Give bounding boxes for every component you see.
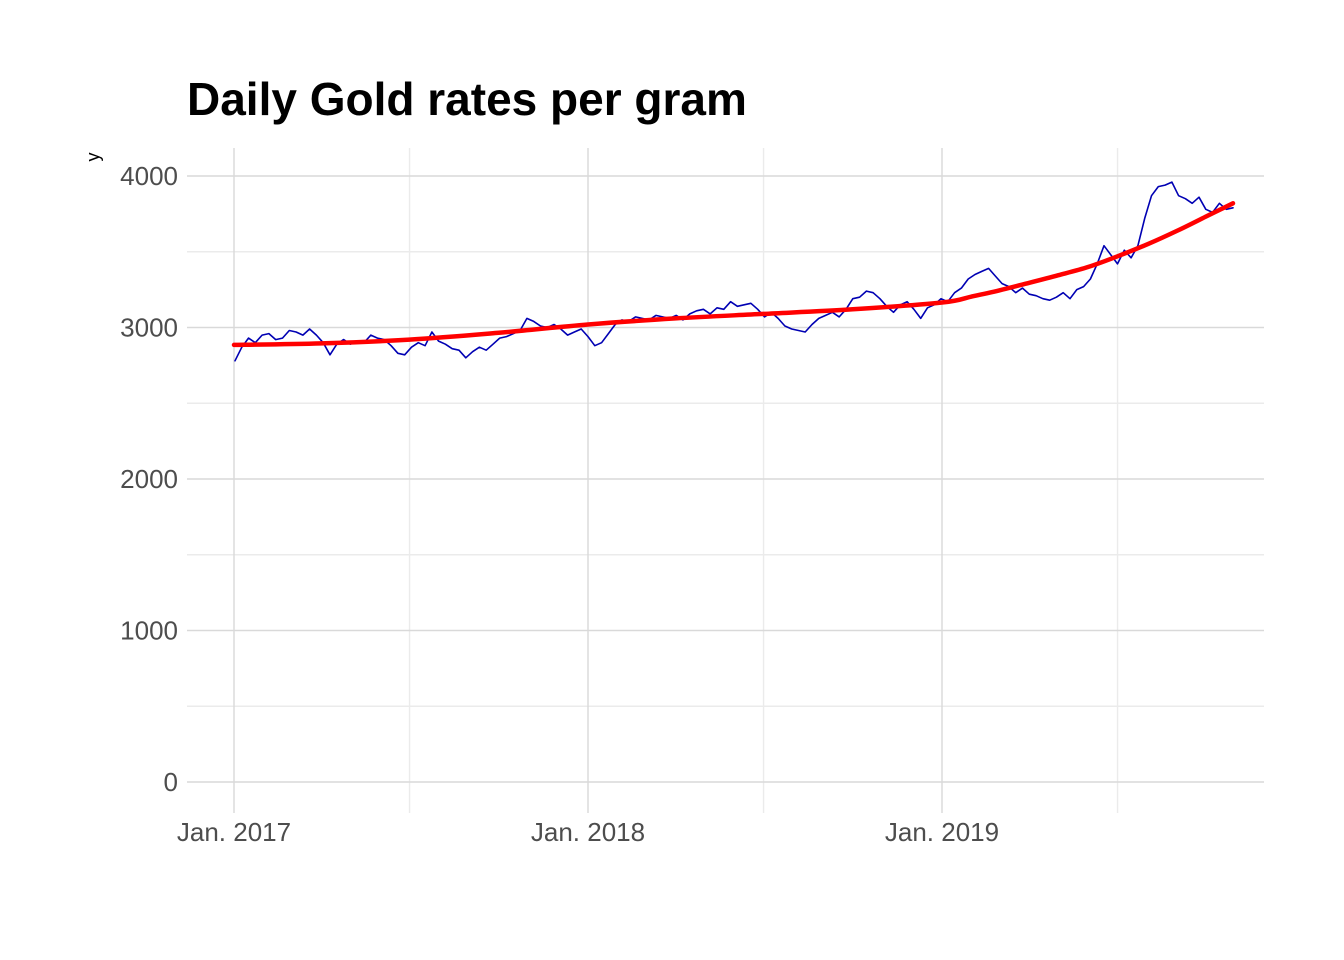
chart-title: Daily Gold rates per gram: [187, 73, 747, 125]
x-tick-label: Jan. 2018: [531, 817, 645, 847]
y-tick-label: 1000: [120, 616, 178, 646]
y-axis-ticks: 0 1000 2000 3000 4000: [120, 161, 178, 797]
x-tick-label: Jan. 2017: [177, 817, 291, 847]
y-tick-label: 3000: [120, 313, 178, 343]
y-axis-label: y: [83, 153, 103, 162]
major-gridlines: [187, 148, 1264, 813]
x-tick-label: Jan. 2019: [885, 817, 999, 847]
y-tick-label: 0: [164, 767, 178, 797]
y-tick-label: 2000: [120, 464, 178, 494]
y-tick-label: 4000: [120, 161, 178, 191]
minor-gridlines: [187, 148, 1264, 813]
series-layer: [231, 181, 1236, 362]
trend-line: [231, 201, 1236, 348]
gold-rate-line: [234, 181, 1234, 362]
x-axis-ticks: Jan. 2017 Jan. 2018 Jan. 2019: [177, 817, 999, 847]
